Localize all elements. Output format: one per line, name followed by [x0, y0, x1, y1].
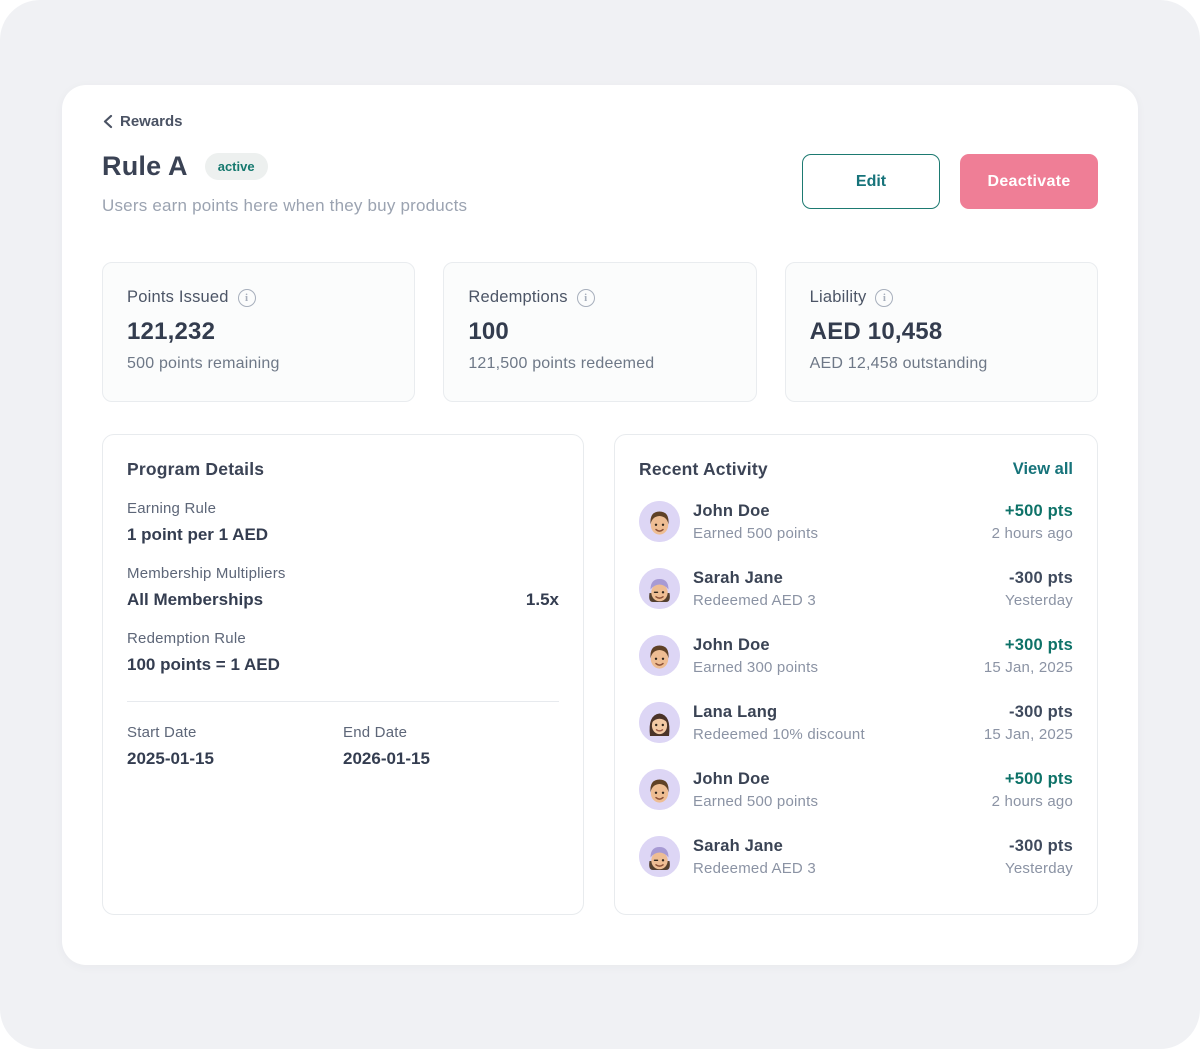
- activity-user-name: John Doe: [693, 635, 770, 654]
- field-earning-rule: Earning Rule 1 point per 1 AED: [127, 500, 559, 545]
- activity-points: -300 pts: [1009, 702, 1073, 721]
- stat-label: Liability: [809, 288, 867, 306]
- activity-points: -300 pts: [1009, 568, 1073, 587]
- activity-user-name: Sarah Jane: [693, 568, 784, 587]
- view-all-link[interactable]: View all: [1012, 460, 1073, 478]
- stat-value: 100: [468, 318, 509, 345]
- activity-row: John Doe Earned 500 points +500 pts 2 ho…: [639, 488, 1073, 555]
- field-value: All Memberships: [127, 590, 264, 609]
- header: Rule A active Users earn points here whe…: [102, 151, 1098, 216]
- avatar: [639, 568, 680, 609]
- field-label: Earning Rule: [127, 500, 217, 517]
- activity-user-name: Lana Lang: [693, 702, 778, 721]
- activity-row: Sarah Jane Redeemed AED 3 -300 pts Yeste…: [639, 555, 1073, 622]
- activity-time: 2 hours ago: [991, 524, 1073, 542]
- activity-description: Earned 500 points: [693, 792, 819, 810]
- stat-subtext: 500 points remaining: [127, 355, 280, 372]
- activity-time: 15 Jan, 2025: [983, 658, 1073, 676]
- chevron-left-icon: [102, 114, 113, 129]
- activity-list: John Doe Earned 500 points +500 pts 2 ho…: [639, 488, 1073, 890]
- edit-button[interactable]: Edit: [802, 154, 940, 209]
- activity-row: Lana Lang Redeemed 10% discount -300 pts…: [639, 689, 1073, 756]
- stat-card-redemptions: Redemptions i 100 121,500 points redeeme…: [443, 262, 757, 402]
- multiplier-value: 1.5x: [525, 590, 559, 609]
- recent-activity-panel: Recent Activity View all John Doe Earned…: [614, 434, 1098, 915]
- activity-user-name: John Doe: [693, 769, 770, 788]
- activity-points: +500 pts: [1004, 769, 1073, 788]
- stats-row: Points Issued i 121,232 500 points remai…: [102, 262, 1098, 402]
- divider: [127, 701, 559, 702]
- field-start-date: Start Date 2025-01-15: [127, 724, 343, 769]
- field-membership-multipliers: Membership Multipliers All Memberships 1…: [127, 565, 559, 610]
- activity-time: 15 Jan, 2025: [983, 725, 1073, 743]
- stat-card-liability: Liability i AED 10,458 AED 12,458 outsta…: [784, 262, 1098, 402]
- stat-label: Redemptions: [468, 288, 568, 306]
- field-value: 1 point per 1 AED: [127, 525, 269, 544]
- field-label: End Date: [343, 724, 408, 741]
- activity-description: Earned 500 points: [693, 524, 819, 542]
- activity-description: Earned 300 points: [693, 658, 819, 676]
- activity-user-name: Sarah Jane: [693, 836, 784, 855]
- info-icon[interactable]: i: [576, 288, 595, 307]
- page-title: Rule A: [102, 151, 188, 181]
- field-label: Membership Multipliers: [127, 565, 286, 582]
- field-label: Start Date: [127, 724, 197, 741]
- field-label: Redemption Rule: [127, 630, 246, 647]
- field-value: 2025-01-15: [127, 749, 214, 768]
- activity-description: Redeemed AED 3: [693, 591, 816, 609]
- activity-points: +300 pts: [1004, 635, 1073, 654]
- rule-detail-card: Rewards Rule A active Users earn points …: [62, 85, 1138, 965]
- activity-description: Redeemed AED 3: [693, 859, 816, 877]
- activity-row: Sarah Jane Redeemed AED 3 -300 pts Yeste…: [639, 823, 1073, 890]
- activity-user-name: John Doe: [693, 501, 770, 520]
- activity-row: John Doe Earned 300 points +300 pts 15 J…: [639, 622, 1073, 689]
- breadcrumb-label: Rewards: [120, 113, 183, 130]
- field-value: 2026-01-15: [343, 749, 430, 768]
- stat-subtext: 121,500 points redeemed: [468, 355, 655, 372]
- activity-time: Yesterday: [1005, 591, 1073, 609]
- deactivate-button[interactable]: Deactivate: [960, 154, 1098, 209]
- stat-subtext: AED 12,458 outstanding: [809, 355, 988, 372]
- info-icon[interactable]: i: [237, 288, 256, 307]
- field-value: 100 points = 1 AED: [127, 655, 280, 674]
- avatar: [639, 836, 680, 877]
- status-badge: active: [204, 153, 268, 180]
- avatar: [639, 635, 680, 676]
- stat-card-points-issued: Points Issued i 121,232 500 points remai…: [102, 262, 416, 402]
- activity-time: Yesterday: [1005, 859, 1073, 877]
- avatar: [639, 769, 680, 810]
- stat-value: 121,232: [127, 318, 216, 345]
- avatar: [639, 702, 680, 743]
- activity-points: +500 pts: [1004, 501, 1073, 520]
- rule-description: Users earn points here when they buy pro…: [102, 196, 468, 215]
- activity-time: 2 hours ago: [991, 792, 1073, 810]
- info-icon[interactable]: i: [875, 288, 894, 307]
- field-redemption-rule: Redemption Rule 100 points = 1 AED: [127, 630, 559, 675]
- field-end-date: End Date 2026-01-15: [343, 724, 559, 769]
- breadcrumb[interactable]: Rewards: [102, 113, 183, 130]
- recent-activity-title: Recent Activity: [639, 459, 768, 479]
- activity-points: -300 pts: [1009, 836, 1073, 855]
- avatar: [639, 501, 680, 542]
- stat-label: Points Issued: [127, 288, 229, 306]
- activity-description: Redeemed 10% discount: [693, 725, 865, 743]
- activity-row: John Doe Earned 500 points +500 pts 2 ho…: [639, 756, 1073, 823]
- stat-value: AED 10,458: [809, 318, 943, 345]
- program-details-panel: Program Details Earning Rule 1 point per…: [102, 434, 584, 915]
- program-details-title: Program Details: [127, 459, 265, 479]
